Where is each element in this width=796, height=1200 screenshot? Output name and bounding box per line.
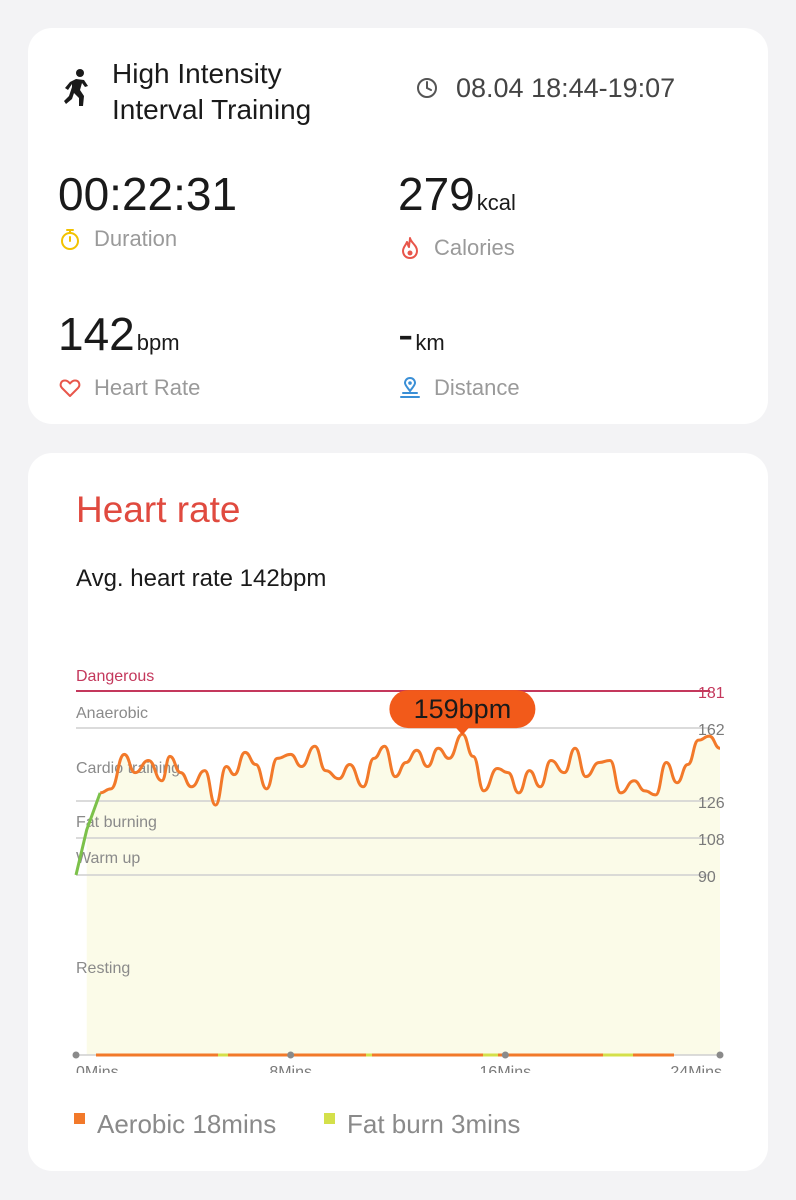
zone-threshold-label: 181	[698, 685, 725, 702]
x-tick-dot	[72, 1051, 80, 1059]
chart-area-fill	[86, 734, 720, 1055]
x-tick-label: 16Mins	[480, 1064, 532, 1073]
distance-unit: km	[415, 330, 445, 355]
workout-title: High Intensity Interval Training	[112, 58, 312, 125]
heart-rate-metric: 142bpm Heart Rate	[58, 308, 200, 401]
heart-rate-card: Heart rate Avg. heart rate 142bpm 181 Dan…	[28, 453, 768, 1171]
zone-label-fat-burning: Fat burning	[76, 814, 157, 831]
time-range: 08.04 18:44-19:07	[456, 73, 676, 103]
avg-heart-rate: Avg. heart rate 142bpm	[76, 565, 327, 592]
zone-label-resting: Resting	[76, 960, 130, 977]
legend-fat-burn-label: Fat burn 3mins	[347, 1109, 521, 1139]
duration-metric: 00:22:31 Duration	[58, 168, 237, 252]
duration-label: Duration	[94, 226, 178, 251]
zone-threshold-label: 108	[698, 832, 725, 849]
aerobic-swatch	[74, 1113, 85, 1124]
peak-badge	[389, 690, 536, 729]
workout-summary-card: High Intensity Interval Training 08.04 1…	[28, 28, 768, 424]
legend-aerobic: Aerobic 18mins	[74, 1109, 276, 1140]
x-tick-label: 24Mins	[670, 1064, 722, 1073]
calories-unit: kcal	[476, 190, 516, 215]
heart-rate-value: 142	[58, 308, 135, 360]
x-tick-label: 0Mins	[76, 1064, 119, 1073]
distance-label: Distance	[434, 375, 520, 400]
x-tick-dot	[501, 1051, 509, 1059]
x-tick-label: 8Mins	[269, 1064, 312, 1073]
peak-badge-pointer	[455, 727, 470, 736]
x-tick-dot	[287, 1051, 295, 1059]
distance-value: -	[398, 308, 414, 360]
heart-rate-label: Heart Rate	[94, 375, 201, 400]
stopwatch-icon	[61, 229, 79, 250]
heart-rate-line	[100, 732, 721, 807]
calories-label: Calories	[434, 235, 515, 260]
heart-rate-line-start	[74, 792, 102, 876]
clock-icon	[417, 78, 437, 98]
legend-fat-burn: Fat burn 3mins	[324, 1109, 520, 1140]
flame-icon	[402, 237, 418, 259]
zone-label-dangerous: Dangerous	[76, 668, 154, 685]
heart-rate-unit: bpm	[136, 330, 180, 355]
location-pin-icon	[400, 376, 420, 398]
distance-metric: -km Distance	[398, 308, 520, 401]
heart-rate-title: Heart rate	[76, 489, 241, 530]
zone-threshold-label: 90	[698, 869, 716, 886]
legend-aerobic-label: Aerobic 18mins	[97, 1109, 277, 1139]
duration-value: 00:22:31	[58, 168, 238, 220]
running-person-icon	[64, 69, 88, 106]
heart-icon	[59, 379, 81, 397]
zone-label-anaerobic: Anaerobic	[76, 705, 148, 722]
zone-threshold-label: 162	[698, 722, 725, 739]
zone-label-warm-up: Warm up	[76, 850, 140, 867]
x-tick-dot	[716, 1051, 724, 1059]
fat-burn-swatch	[324, 1113, 335, 1124]
calories-metric: 279kcal Calories	[398, 168, 516, 261]
zone-threshold-label: 126	[698, 795, 725, 812]
calories-value: 279	[398, 168, 475, 220]
peak-label: 159bpm	[414, 694, 512, 724]
